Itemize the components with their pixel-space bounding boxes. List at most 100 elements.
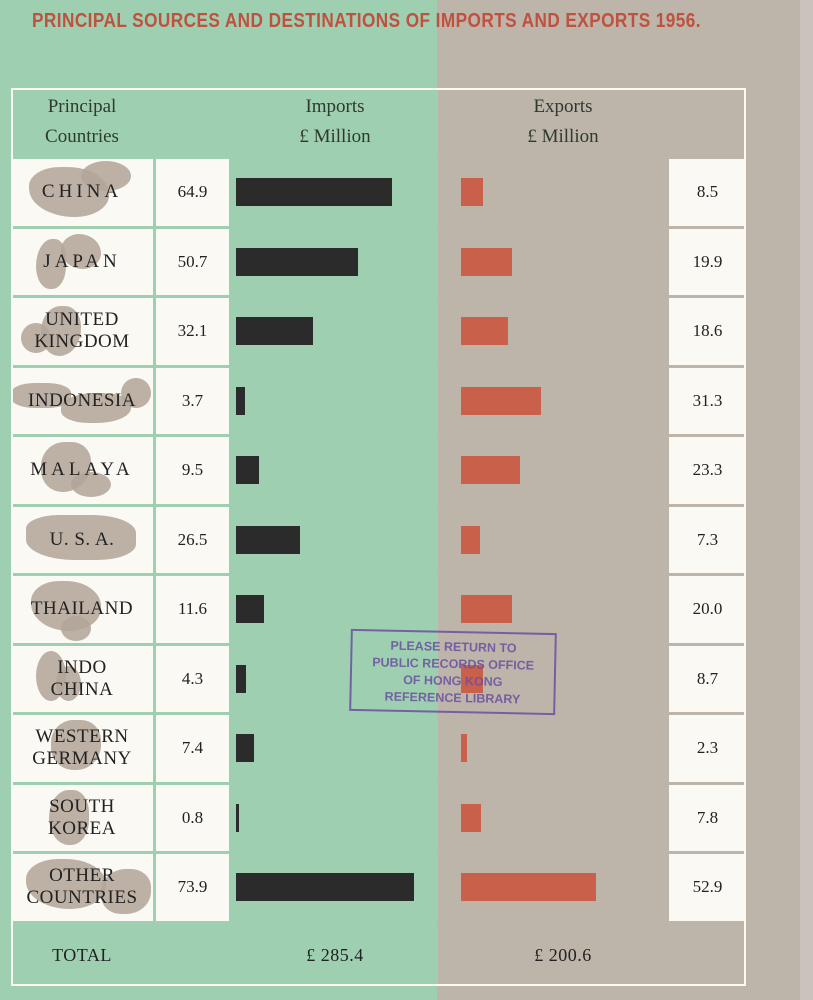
import-bar-cell bbox=[232, 784, 438, 851]
export-bar bbox=[461, 873, 596, 902]
country-cell: JAPAN bbox=[11, 228, 153, 295]
country-label: UNITED KINGDOM bbox=[34, 309, 129, 353]
header-imports-line: £ Million bbox=[299, 126, 371, 147]
export-bar bbox=[461, 247, 512, 276]
import-bar bbox=[236, 317, 314, 346]
country-cell: OTHER COUNTRIES bbox=[11, 854, 153, 921]
header-import-values bbox=[156, 88, 229, 156]
import-value-label: 11.6 bbox=[156, 576, 229, 643]
total-import-value-cell bbox=[156, 925, 229, 986]
country-label-line: INDONESIA bbox=[28, 389, 136, 411]
import-bar bbox=[236, 247, 359, 276]
export-bar-cell bbox=[460, 159, 666, 226]
import-value-label: 64.9 bbox=[156, 159, 229, 226]
export-bar bbox=[461, 664, 484, 693]
import-bar-cell bbox=[232, 298, 438, 365]
import-bar bbox=[236, 525, 300, 554]
table-frame-line bbox=[11, 88, 746, 90]
import-value-label: 73.9 bbox=[156, 854, 229, 921]
country-map-silhouette bbox=[71, 472, 111, 497]
export-bar bbox=[461, 456, 521, 485]
export-bar bbox=[461, 525, 480, 554]
country-label: JAPAN bbox=[43, 251, 120, 273]
import-bar bbox=[236, 386, 245, 415]
trade-table: Principal Countries Imports £ Million Export… bbox=[11, 88, 746, 986]
country-map-silhouette bbox=[61, 233, 101, 269]
import-bar bbox=[236, 595, 264, 624]
header-exports-line: Exports bbox=[533, 96, 593, 117]
country-label-line: CHINA bbox=[50, 678, 114, 700]
export-bar bbox=[461, 734, 467, 763]
country-cell: INDONESIA bbox=[11, 367, 153, 434]
export-bar bbox=[461, 803, 481, 832]
import-bar bbox=[236, 803, 239, 832]
import-bar bbox=[236, 734, 254, 763]
export-value-label: 2.3 bbox=[669, 715, 746, 782]
export-bar-cell bbox=[460, 506, 666, 573]
export-value-label: 7.8 bbox=[669, 784, 746, 851]
export-bar-cell bbox=[460, 437, 666, 504]
country-cell: MALAYA bbox=[11, 437, 153, 504]
country-label-line: U. S. A. bbox=[49, 528, 115, 550]
country-map-silhouette bbox=[49, 789, 89, 845]
country-label: WESTERN GERMANY bbox=[32, 726, 132, 770]
export-bar bbox=[461, 595, 513, 624]
country-label-line: KINGDOM bbox=[34, 331, 130, 353]
header-exports: Exports £ Million bbox=[460, 88, 666, 156]
country-cell: THAILAND bbox=[11, 576, 153, 643]
country-label-line: SOUTH bbox=[49, 795, 115, 817]
country-cell: CHINA bbox=[11, 159, 153, 226]
import-value-label: 26.5 bbox=[156, 506, 229, 573]
import-bar bbox=[236, 664, 247, 693]
import-bar-cell bbox=[232, 228, 438, 295]
import-value-label: 7.4 bbox=[156, 715, 229, 782]
export-value-label: 18.6 bbox=[669, 298, 746, 365]
header-imports-line: Imports bbox=[305, 96, 365, 117]
total-export-value-cell bbox=[669, 925, 746, 986]
total-label: TOTAL bbox=[11, 925, 153, 986]
import-bar-cell bbox=[232, 367, 438, 434]
header-exports-line: £ Million bbox=[527, 126, 599, 147]
export-bar-cell bbox=[460, 854, 666, 921]
country-label-line: CHINA bbox=[41, 181, 123, 203]
country-label-line: MALAYA bbox=[30, 459, 134, 481]
table-frame-line bbox=[744, 88, 746, 986]
country-map-silhouette bbox=[26, 514, 136, 560]
header-countries-line: Countries bbox=[45, 126, 119, 147]
import-bar-cell bbox=[232, 854, 438, 921]
export-bar-cell bbox=[460, 645, 666, 712]
country-label-line: WESTERN bbox=[35, 726, 129, 748]
import-bar-cell bbox=[232, 645, 438, 712]
library-stamp: PLEASE RETURN TO PUBLIC RECORDS OFFICE OF … bbox=[349, 628, 557, 716]
export-bar-cell bbox=[460, 367, 666, 434]
country-cell: UNITED KINGDOM bbox=[11, 298, 153, 365]
import-value-label: 32.1 bbox=[156, 298, 229, 365]
export-bar-cell bbox=[460, 784, 666, 851]
country-map-silhouette bbox=[121, 377, 151, 408]
country-label-line: OTHER bbox=[49, 865, 115, 887]
export-bar-cell bbox=[460, 576, 666, 643]
table-frame-line bbox=[11, 88, 13, 986]
export-value-label: 31.3 bbox=[669, 367, 746, 434]
country-cell: SOUTH KOREA bbox=[11, 784, 153, 851]
table-frame-line bbox=[11, 984, 746, 986]
import-bar bbox=[236, 178, 393, 207]
import-value-label: 9.5 bbox=[156, 437, 229, 504]
country-label-line: INDO bbox=[57, 656, 107, 678]
header-countries-line: Principal bbox=[47, 96, 117, 117]
country-map-silhouette bbox=[101, 869, 151, 914]
export-bar-cell bbox=[460, 715, 666, 782]
export-bar-cell bbox=[460, 298, 666, 365]
export-value-label: 7.3 bbox=[669, 506, 746, 573]
country-label: INDO CHINA bbox=[51, 657, 114, 701]
header-imports: Imports £ Million bbox=[232, 88, 438, 156]
country-label: SOUTH KOREA bbox=[48, 796, 116, 840]
country-map-silhouette bbox=[51, 720, 101, 770]
country-label-line: KOREA bbox=[48, 817, 116, 839]
country-label-line: GERMANY bbox=[32, 748, 132, 770]
import-value-label: 3.7 bbox=[156, 367, 229, 434]
country-map-silhouette bbox=[61, 392, 131, 423]
country-map-silhouette bbox=[11, 382, 71, 408]
export-bar bbox=[461, 317, 509, 346]
country-map-silhouette bbox=[56, 665, 81, 701]
